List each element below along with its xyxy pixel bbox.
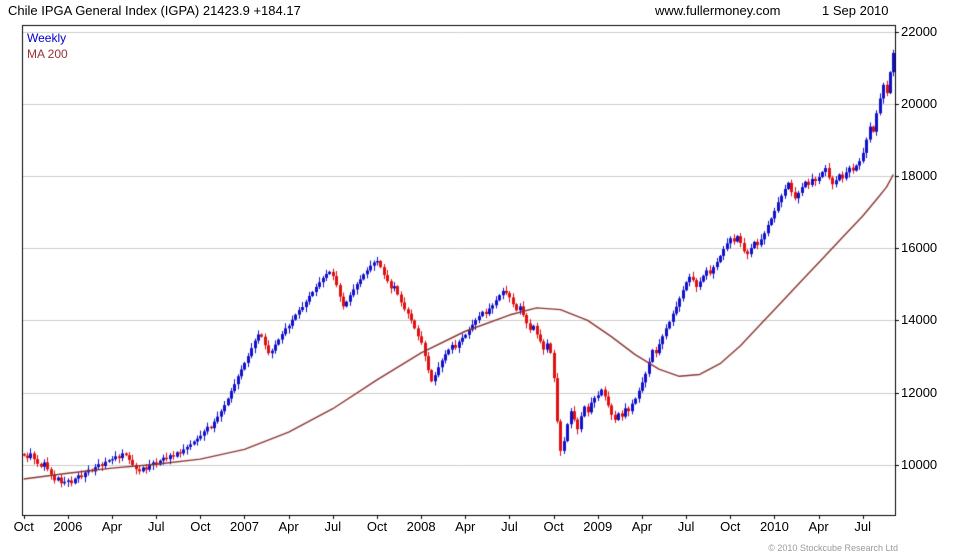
chart-legend: Weekly MA 200: [27, 30, 68, 62]
x-axis-tick-label: Oct: [543, 519, 564, 534]
x-axis-tick-label: Oct: [366, 519, 388, 534]
x-axis-tick-label: 2009: [583, 519, 613, 534]
x-axis-tick-label: Jul: [854, 519, 872, 534]
x-axis-tick-label: 2010: [759, 519, 789, 534]
x-axis-tick-label: 2006: [53, 519, 83, 534]
x-axis-tick-label: Jul: [324, 519, 342, 534]
website-text: www.fullermoney.com: [655, 3, 781, 18]
y-axis-tick-label: 16000: [901, 240, 938, 256]
x-axis-tick-label: Jul: [147, 519, 165, 534]
y-axis-tick-label: 10000: [901, 456, 938, 472]
x-axis-tick-label: Apr: [101, 519, 123, 534]
legend-weekly-label: Weekly: [27, 31, 67, 45]
y-axis-tick-label: 18000: [901, 168, 938, 184]
legend-ma200-label: MA 200: [27, 47, 68, 61]
x-axis-tick-label: 2007: [230, 519, 259, 534]
y-axis-tick-label: 14000: [901, 312, 938, 328]
date-label: 1 Sep 2010: [822, 3, 889, 18]
x-axis-tick-label: Oct: [13, 519, 34, 534]
x-axis-tick-label: Apr: [631, 519, 653, 534]
x-axis-tick-label: 2008: [406, 519, 436, 534]
x-axis-tick-label: Oct: [190, 519, 211, 534]
x-axis-tick-label: Apr: [808, 519, 829, 534]
x-axis-tick-label: Jul: [677, 519, 695, 534]
x-axis-tick-label: Oct: [720, 519, 741, 534]
chart-title: Chile IPGA General Index (IGPA) 21423.9 …: [8, 3, 301, 18]
x-axis-tick-label: Apr: [455, 519, 476, 534]
x-axis-tick-label: Jul: [501, 519, 518, 534]
y-axis-tick-label: 22000: [901, 24, 938, 40]
x-axis-tick-label: Apr: [278, 519, 299, 534]
y-axis-tick-label: 12000: [901, 384, 938, 400]
copyright-label: © 2010 Stockcube Research Ltd: [768, 543, 898, 553]
y-axis-tick-label: 20000: [901, 96, 938, 112]
